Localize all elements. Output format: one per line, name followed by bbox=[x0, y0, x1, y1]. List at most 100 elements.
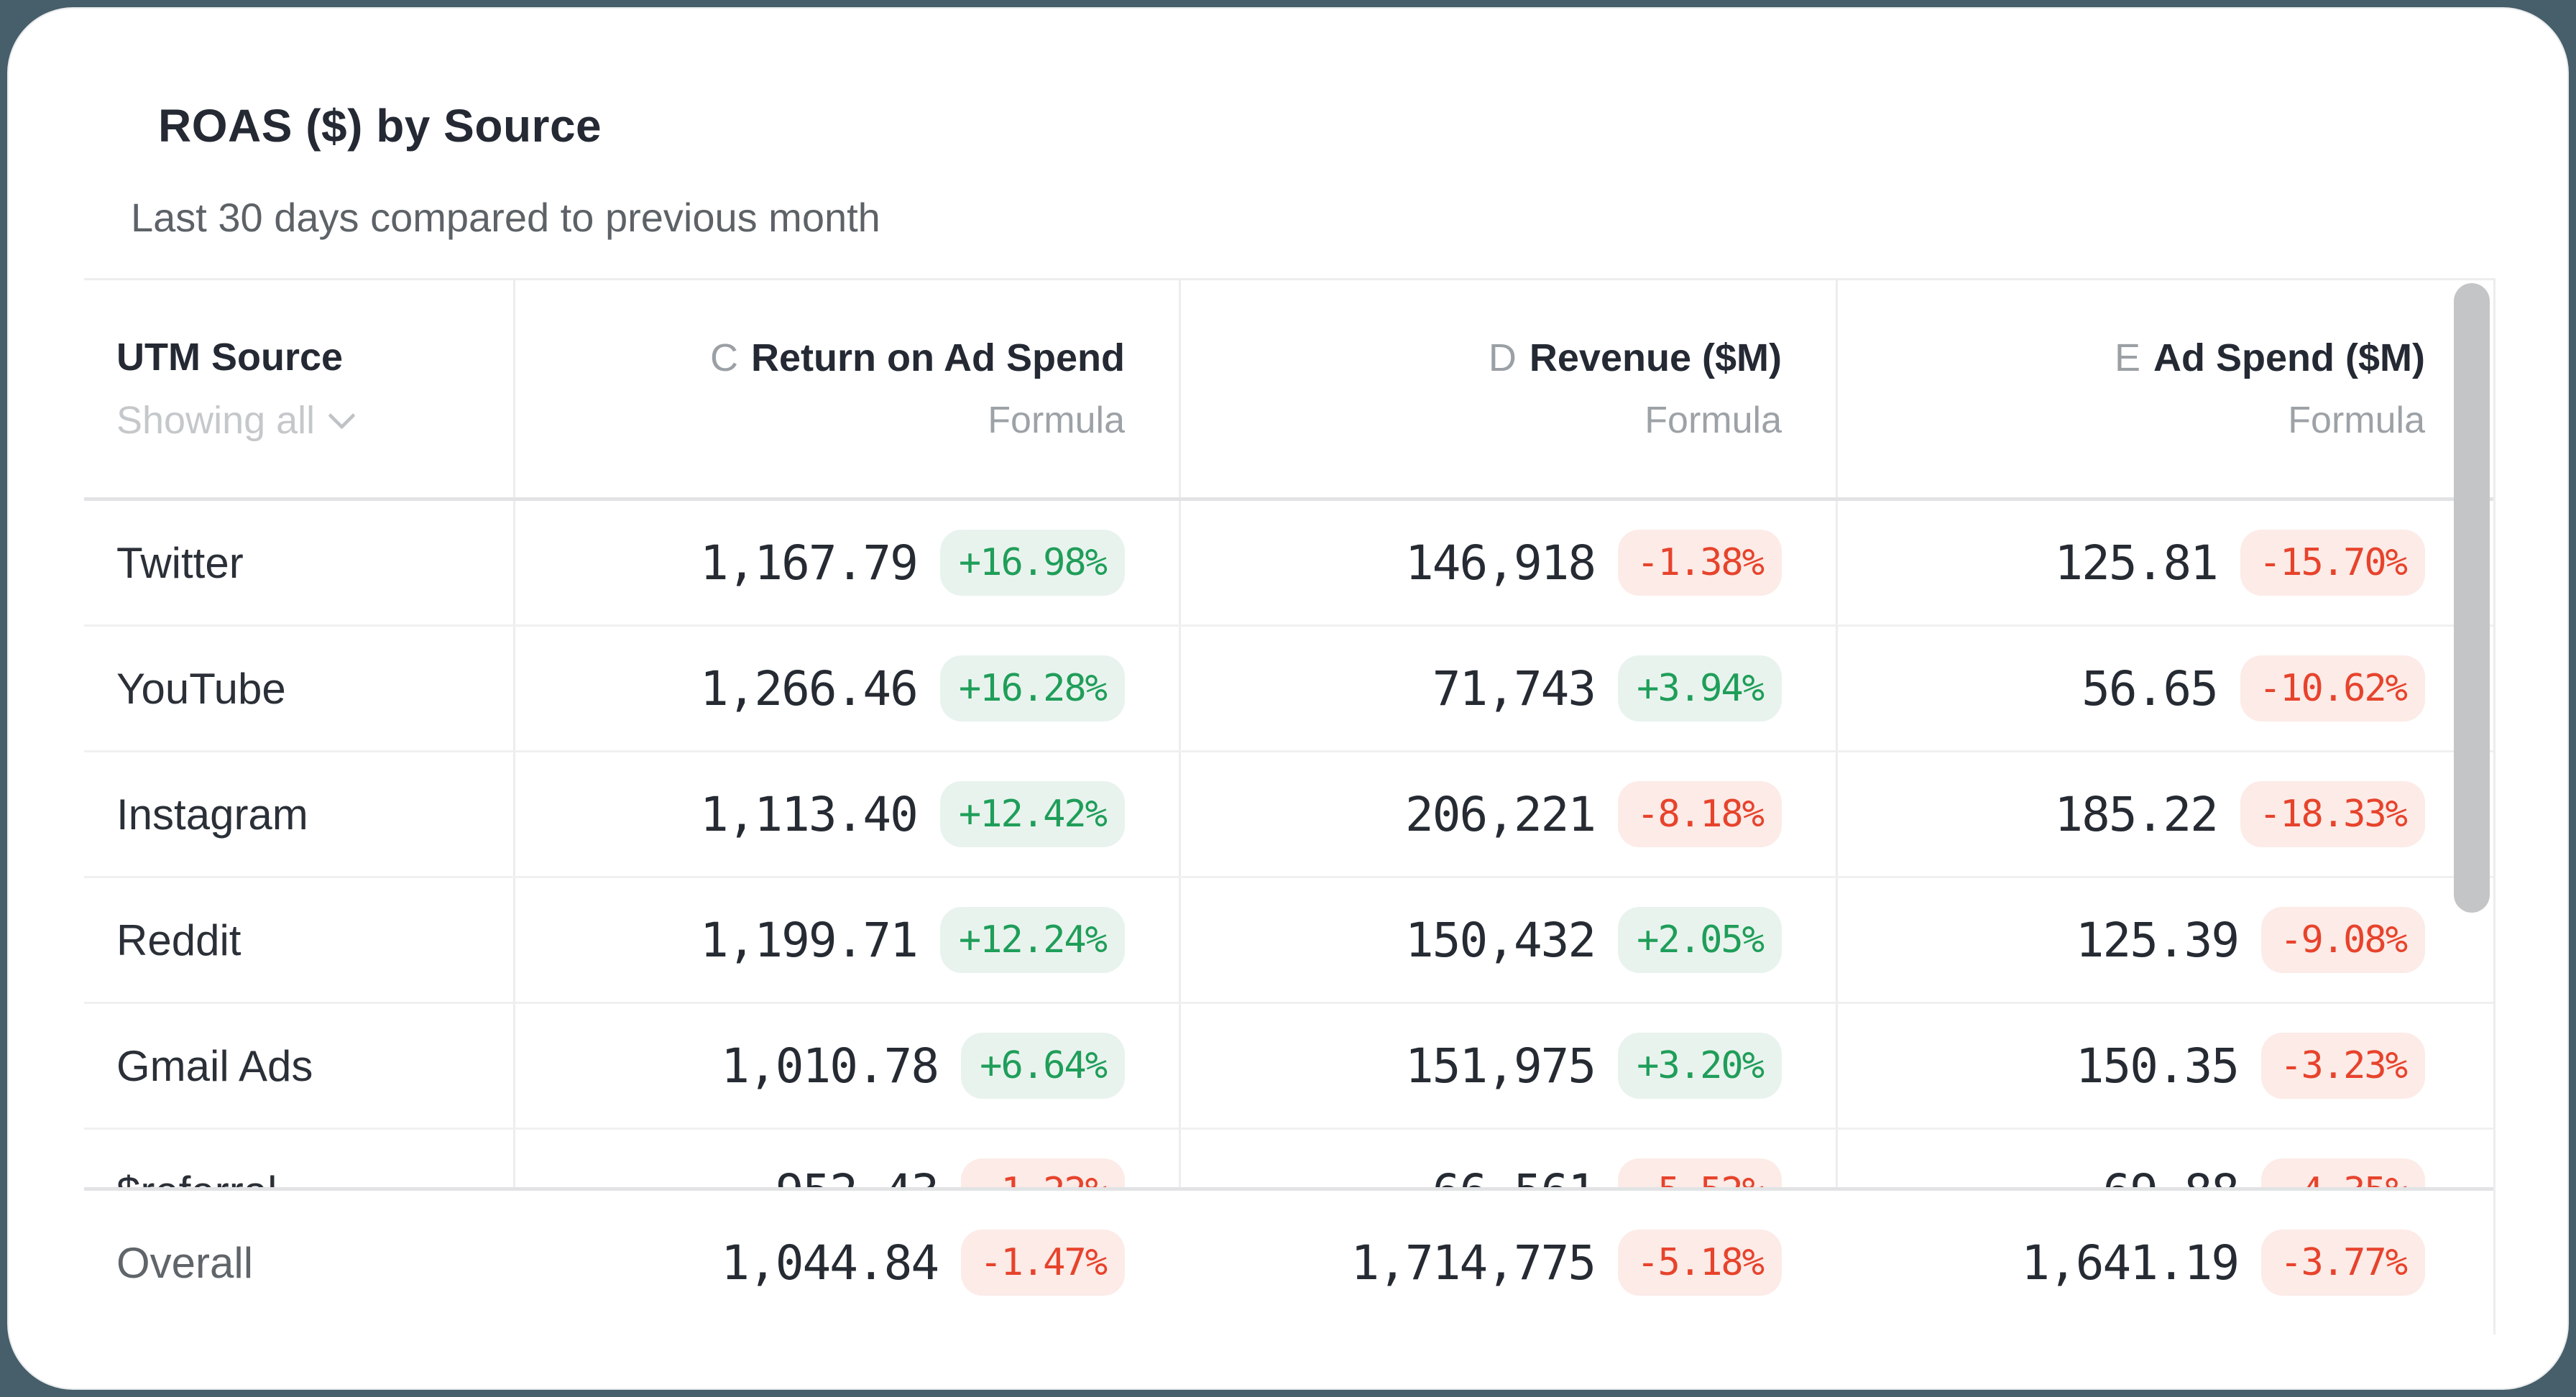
column-title: Return on Ad Spend bbox=[751, 336, 1125, 379]
overall-label: Overall bbox=[116, 1238, 254, 1287]
widget-title: ROAS ($) by Source bbox=[158, 100, 602, 152]
table-body-scroll-area[interactable]: Twitter 1,167.79 +16.98% 146,918 -1.38% … bbox=[84, 501, 2493, 1191]
table-header: UTM Source Showing all C Return on Ad Sp… bbox=[84, 280, 2493, 501]
revenue-cell: 71,743 +3.94% bbox=[1179, 627, 1836, 750]
delta-badge: +12.42% bbox=[939, 781, 1125, 847]
metric-value: 952.43 bbox=[776, 1164, 939, 1188]
delta-badge: -9.08% bbox=[2261, 907, 2425, 973]
widget-subtitle: Last 30 days compared to previous month bbox=[131, 195, 880, 240]
delta-badge: +16.98% bbox=[939, 530, 1125, 596]
dashboard-card: ROAS ($) by Source Last 30 days compared… bbox=[7, 7, 2569, 1390]
table-row-referral: $referral 952.43 -1.22% 66,561 -5.52% 69… bbox=[84, 1130, 2493, 1188]
formula-label: Formula bbox=[988, 400, 1125, 441]
table-row-reddit: Reddit 1,199.71 +12.24% 150,432 +2.05% 1… bbox=[84, 878, 2493, 1004]
metric-value: 66,561 bbox=[1432, 1164, 1596, 1188]
summary-row: Overall 1,044.84 -1.47% 1,714,775 -5.18%… bbox=[84, 1191, 2493, 1334]
metric-value: 1,714,775 bbox=[1351, 1235, 1597, 1291]
column-letter: C bbox=[710, 336, 739, 379]
delta-badge: -8.18% bbox=[1618, 781, 1782, 847]
adspend-cell: 56.65 -10.62% bbox=[1836, 627, 2493, 750]
delta-badge: -10.62% bbox=[2240, 655, 2425, 721]
roas-cell: 1,010.78 +6.64% bbox=[513, 1004, 1179, 1128]
delta-badge: +12.24% bbox=[939, 907, 1125, 973]
delta-badge: -18.33% bbox=[2240, 781, 2425, 847]
revenue-overall-cell: 1,714,775 -5.18% bbox=[1179, 1191, 1836, 1334]
column-letter: D bbox=[1488, 336, 1517, 379]
roas-cell: 952.43 -1.22% bbox=[513, 1130, 1179, 1188]
table-row-instagram: Instagram 1,113.40 +12.42% 206,221 -8.18… bbox=[84, 752, 2493, 878]
roas-cell: 1,167.79 +16.98% bbox=[513, 501, 1179, 624]
source-cell: Reddit bbox=[116, 916, 242, 964]
chevron-down-icon bbox=[328, 401, 356, 430]
formula-label: Formula bbox=[1644, 400, 1782, 441]
metric-value: 185.22 bbox=[2054, 786, 2218, 842]
table-row-gmail-ads: Gmail Ads 1,010.78 +6.64% 151,975 +3.20%… bbox=[84, 1004, 2493, 1130]
utm-source-header-label: UTM Source bbox=[116, 336, 344, 379]
revenue-cell: 151,975 +3.20% bbox=[1179, 1004, 1836, 1128]
table-row-youtube: YouTube 1,266.46 +16.28% 71,743 +3.94% 5… bbox=[84, 627, 2493, 752]
source-filter-dropdown[interactable]: Showing all bbox=[116, 398, 356, 443]
metric-value: 1,113.40 bbox=[699, 786, 919, 842]
utm-source-header: UTM Source Showing all bbox=[84, 280, 513, 497]
metric-value: 125.81 bbox=[2054, 535, 2218, 591]
table-row-twitter: Twitter 1,167.79 +16.98% 146,918 -1.38% … bbox=[84, 501, 2493, 627]
metric-value: 151,975 bbox=[1405, 1038, 1596, 1094]
metric-value: 56.65 bbox=[2082, 660, 2219, 716]
delta-badge: -1.22% bbox=[961, 1158, 1125, 1187]
source-cell: $referral bbox=[84, 1130, 513, 1188]
source-cell: Gmail Ads bbox=[116, 1041, 313, 1090]
roas-table: UTM Source Showing all C Return on Ad Sp… bbox=[84, 278, 2496, 1334]
adspend-cell: 185.22 -18.33% bbox=[1836, 752, 2493, 876]
delta-badge: -1.38% bbox=[1618, 530, 1782, 596]
roas-cell: 1,199.71 +12.24% bbox=[513, 878, 1179, 1002]
metric-value: 206,221 bbox=[1405, 786, 1596, 842]
scrollbar-thumb[interactable] bbox=[2454, 283, 2490, 913]
adspend-cell: 125.39 -9.08% bbox=[1836, 878, 2493, 1002]
column-letter: E bbox=[2114, 336, 2141, 379]
metric-value: 150,432 bbox=[1405, 912, 1596, 968]
adspend-cell: 150.35 -3.23% bbox=[1836, 1004, 2493, 1128]
source-cell: YouTube bbox=[116, 664, 286, 713]
column-title: Ad Spend ($M) bbox=[2153, 336, 2425, 379]
column-header-revenue: D Revenue ($M) Formula bbox=[1179, 280, 1836, 497]
metric-value: 1,044.84 bbox=[721, 1235, 939, 1291]
formula-label: Formula bbox=[2288, 400, 2425, 441]
delta-badge: +6.64% bbox=[961, 1033, 1125, 1099]
delta-badge: +3.94% bbox=[1618, 655, 1782, 721]
source-cell: Instagram bbox=[116, 790, 308, 839]
metric-value: 1,010.78 bbox=[721, 1038, 939, 1094]
metric-value: 150.35 bbox=[2075, 1038, 2240, 1094]
metric-value: 71,743 bbox=[1432, 660, 1596, 716]
roas-overall-cell: 1,044.84 -1.47% bbox=[513, 1191, 1179, 1334]
column-header-roas: C Return on Ad Spend Formula bbox=[513, 280, 1179, 497]
adspend-cell: 69.88 -4.35% bbox=[1836, 1130, 2493, 1188]
metric-value: 1,641.19 bbox=[2021, 1235, 2240, 1291]
metric-value: 1,167.79 bbox=[699, 535, 919, 591]
column-header-adspend: E Ad Spend ($M) Formula bbox=[1836, 280, 2493, 497]
metric-value: 69.88 bbox=[2102, 1164, 2240, 1188]
metric-value: 1,266.46 bbox=[699, 660, 919, 716]
delta-badge: -5.18% bbox=[1618, 1230, 1782, 1296]
delta-badge: +16.28% bbox=[939, 655, 1125, 721]
revenue-cell: 150,432 +2.05% bbox=[1179, 878, 1836, 1002]
roas-cell: 1,266.46 +16.28% bbox=[513, 627, 1179, 750]
delta-badge: -3.23% bbox=[2261, 1033, 2425, 1099]
roas-cell: 1,113.40 +12.42% bbox=[513, 752, 1179, 876]
adspend-overall-cell: 1,641.19 -3.77% bbox=[1836, 1191, 2493, 1334]
source-filter-label: Showing all bbox=[116, 399, 316, 442]
adspend-cell: 125.81 -15.70% bbox=[1836, 501, 2493, 624]
column-title: Revenue ($M) bbox=[1529, 336, 1782, 379]
delta-badge: -1.47% bbox=[961, 1230, 1125, 1296]
metric-value: 146,918 bbox=[1405, 535, 1596, 591]
delta-badge: -5.52% bbox=[1618, 1158, 1782, 1187]
metric-value: 1,199.71 bbox=[699, 912, 919, 968]
delta-badge: -3.77% bbox=[2261, 1230, 2425, 1296]
revenue-cell: 206,221 -8.18% bbox=[1179, 752, 1836, 876]
delta-badge: -4.35% bbox=[2261, 1158, 2425, 1187]
delta-badge: +3.20% bbox=[1618, 1033, 1782, 1099]
delta-badge: +2.05% bbox=[1618, 907, 1782, 973]
revenue-cell: 66,561 -5.52% bbox=[1179, 1130, 1836, 1188]
revenue-cell: 146,918 -1.38% bbox=[1179, 501, 1836, 624]
metric-value: 125.39 bbox=[2075, 912, 2240, 968]
source-cell: Twitter bbox=[116, 538, 244, 587]
